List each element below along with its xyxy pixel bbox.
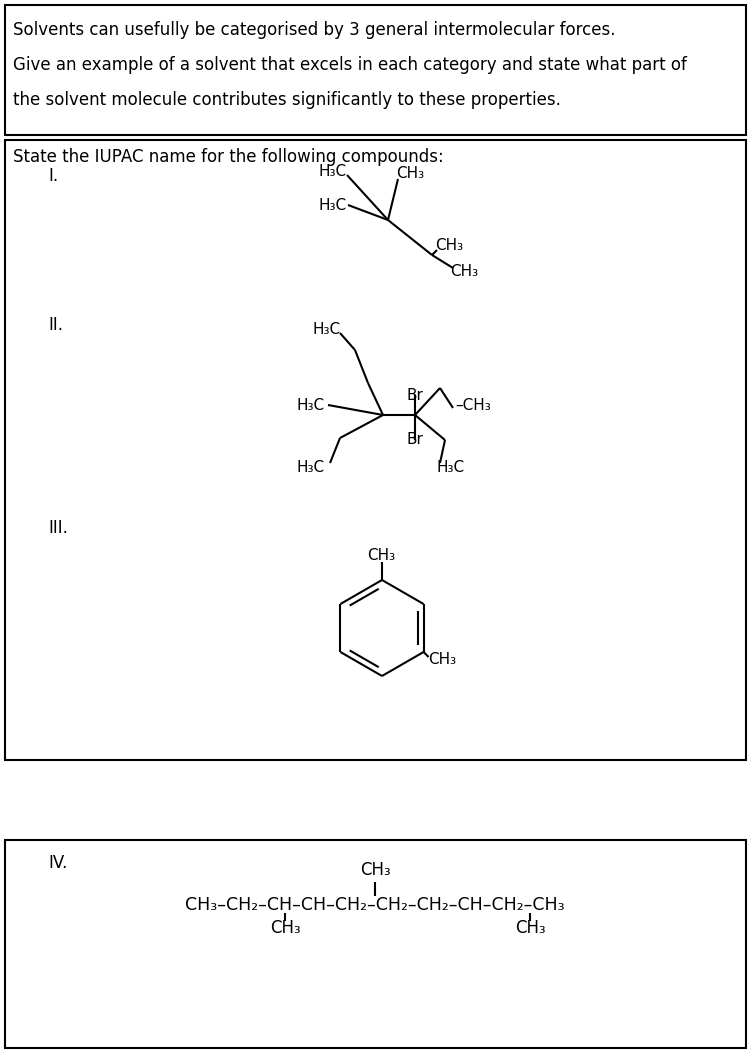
Bar <box>5 140 746 760</box>
Text: the solvent molecule contributes significantly to these properties.: the solvent molecule contributes signifi… <box>13 91 561 110</box>
Text: II.: II. <box>48 316 63 334</box>
Text: H₃C: H₃C <box>313 322 341 338</box>
Text: CH₃: CH₃ <box>515 919 546 937</box>
Text: Br: Br <box>407 388 424 402</box>
Text: State the IUPAC name for the following compounds:: State the IUPAC name for the following c… <box>13 148 444 166</box>
Text: CH₃: CH₃ <box>429 653 457 668</box>
Bar <box>5 5 746 135</box>
Text: CH₃: CH₃ <box>367 548 395 562</box>
Text: H₃C: H₃C <box>296 397 324 413</box>
Text: CH₃: CH₃ <box>435 238 463 253</box>
Text: CH₃: CH₃ <box>396 165 424 180</box>
Text: H₃C: H₃C <box>318 198 346 213</box>
Text: CH₃: CH₃ <box>270 919 300 937</box>
Text: IV.: IV. <box>48 854 68 872</box>
Text: H₃C: H₃C <box>296 460 324 476</box>
Text: Give an example of a solvent that excels in each category and state what part of: Give an example of a solvent that excels… <box>13 56 687 74</box>
Bar <box>5 840 746 1048</box>
Text: III.: III. <box>48 519 68 537</box>
Text: H₃C: H₃C <box>318 164 346 179</box>
Text: Solvents can usefully be categorised by 3 general intermolecular forces.: Solvents can usefully be categorised by … <box>13 21 616 39</box>
Text: –CH₃: –CH₃ <box>455 397 490 413</box>
Text: CH₃–CH₂–CH–CH–CH₂–CH₂–CH₂–CH–CH₂–CH₃: CH₃–CH₂–CH–CH–CH₂–CH₂–CH₂–CH–CH₂–CH₃ <box>185 896 565 914</box>
Text: Br: Br <box>407 433 424 448</box>
Text: H₃C: H₃C <box>437 460 465 476</box>
Text: CH₃: CH₃ <box>450 264 478 279</box>
Text: CH₃: CH₃ <box>360 861 391 879</box>
Text: I.: I. <box>48 167 58 185</box>
